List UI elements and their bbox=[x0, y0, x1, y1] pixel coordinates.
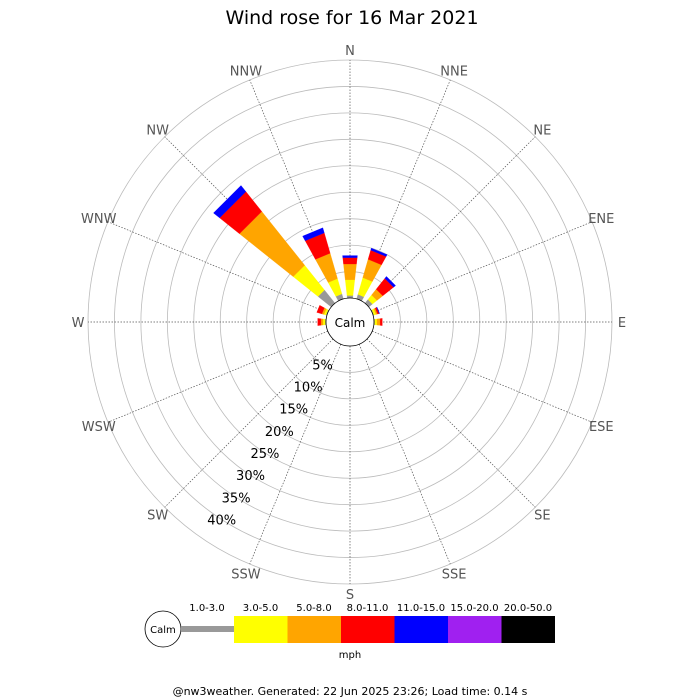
petal-e-bin-3 bbox=[380, 318, 383, 326]
grid-spoke bbox=[366, 136, 536, 306]
direction-label-e: E bbox=[618, 316, 626, 331]
grid-spoke bbox=[358, 344, 451, 565]
percent-label: 5% bbox=[312, 358, 333, 373]
legend-bin-label: 15.0-20.0 bbox=[450, 603, 498, 614]
petal-nw-bin-4 bbox=[213, 185, 247, 219]
direction-label-w: W bbox=[72, 316, 85, 331]
direction-label-n: N bbox=[345, 44, 355, 59]
grid-ring bbox=[140, 112, 560, 532]
legend-swatch-bin-2 bbox=[287, 616, 341, 643]
legend-bin-label: 3.0-5.0 bbox=[243, 603, 278, 614]
petal-w-bin-1 bbox=[322, 318, 326, 326]
legend-bin-label: 1.0-3.0 bbox=[189, 603, 224, 614]
direction-label-ssw: SSW bbox=[231, 567, 261, 582]
petal-e-bin-2 bbox=[376, 318, 381, 326]
direction-label-sw: SW bbox=[147, 508, 168, 523]
legend-bin-label: 8.0-11.0 bbox=[347, 603, 389, 614]
direction-label-wsw: WSW bbox=[82, 420, 116, 435]
direction-label-ese: ESE bbox=[589, 420, 614, 435]
calm-label: Calm bbox=[335, 316, 366, 330]
percent-label: 30% bbox=[236, 469, 265, 484]
chart-title: Wind rose for 16 Mar 2021 bbox=[225, 7, 478, 29]
direction-label-ne: NE bbox=[533, 124, 551, 139]
footer-text: @nw3weather. Generated: 22 Jun 2025 23:2… bbox=[173, 685, 528, 698]
direction-label-nw: NW bbox=[146, 124, 169, 139]
legend-unit: mph bbox=[339, 650, 361, 661]
wind-petals: Calm bbox=[213, 185, 396, 347]
percent-label: 25% bbox=[250, 447, 279, 462]
grid-spoke bbox=[164, 338, 334, 508]
percent-label: 40% bbox=[207, 514, 236, 529]
legend-swatch-bin-6 bbox=[501, 616, 555, 643]
grid-spoke bbox=[249, 344, 342, 565]
direction-label-se: SE bbox=[534, 508, 550, 523]
petal-n-bin-3 bbox=[342, 257, 358, 265]
petal-wnw-bin-3 bbox=[316, 305, 325, 315]
petal-ene-bin-4 bbox=[376, 306, 380, 314]
petal-ne-bin-4 bbox=[384, 276, 396, 288]
polar-grid bbox=[87, 59, 613, 585]
direction-label-s: S bbox=[346, 588, 354, 603]
grid-ring bbox=[166, 138, 534, 506]
direction-label-nnw: NNW bbox=[230, 65, 262, 80]
calm-circle bbox=[325, 297, 375, 347]
legend-calm-label: Calm bbox=[150, 625, 176, 636]
speed-legend: Calm 1.0-3.0 3.0-5.0 5.0-8.0 8.0-11.0 11.0-15… bbox=[144, 603, 555, 661]
grid-spoke bbox=[107, 330, 328, 423]
grid-spoke bbox=[372, 221, 593, 314]
percent-label: 10% bbox=[294, 380, 323, 395]
petal-nne-bin-4 bbox=[370, 247, 388, 257]
legend-swatch-bin-5 bbox=[448, 616, 502, 643]
direction-labels: N NNE NE ENE E ESE SE SSE S SSW SW WSW W WNW NW NNW bbox=[72, 44, 627, 603]
legend-bin-label: 11.0-15.0 bbox=[397, 603, 445, 614]
petal-n-bin-1 bbox=[345, 279, 355, 296]
grid-ring bbox=[114, 86, 586, 558]
direction-label-nne: NNE bbox=[440, 65, 468, 80]
petal-e-bin-1 bbox=[374, 318, 378, 326]
percent-labels: 5% 10% 15% 20% 25% 30% 35% 40% bbox=[207, 358, 333, 528]
grid-ring bbox=[272, 244, 428, 400]
direction-label-ene: ENE bbox=[588, 212, 614, 227]
petal-n-bin-4 bbox=[342, 255, 358, 258]
percent-label: 15% bbox=[279, 403, 308, 418]
direction-label-wnw: WNW bbox=[81, 212, 117, 227]
petal-n-bin-2 bbox=[343, 263, 357, 280]
legend-swatch-bin-0 bbox=[181, 626, 234, 632]
direction-label-sse: SSE bbox=[442, 567, 467, 582]
legend-swatch-bin-4 bbox=[394, 616, 448, 643]
grid-spoke bbox=[107, 221, 328, 314]
legend-swatch-bin-3 bbox=[341, 616, 395, 643]
legend-bin-label: 20.0-50.0 bbox=[504, 603, 552, 614]
petal-w-bin-3 bbox=[317, 318, 322, 326]
percent-label: 35% bbox=[222, 491, 251, 506]
legend-bin-label: 5.0-8.0 bbox=[296, 603, 331, 614]
petal-nnw-bin-4 bbox=[302, 227, 325, 241]
grid-spoke bbox=[366, 338, 536, 508]
petal-w-bin-2 bbox=[320, 318, 324, 326]
legend-swatch-bin-1 bbox=[234, 616, 288, 643]
grid-spoke bbox=[372, 330, 593, 423]
percent-label: 20% bbox=[265, 425, 294, 440]
